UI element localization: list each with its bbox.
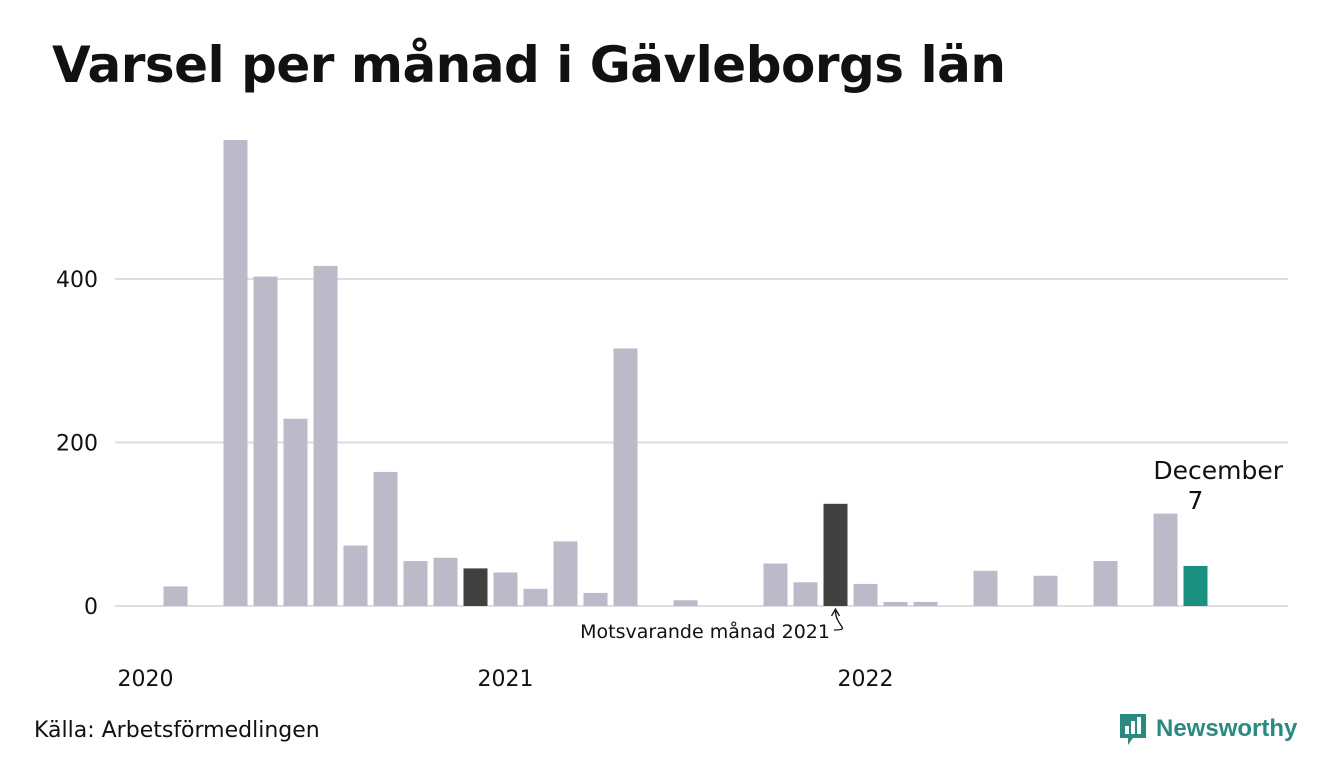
grid-lines: [115, 277, 1288, 607]
bar-2020-07: [313, 265, 338, 606]
bar-2021-10: [763, 563, 788, 606]
bars: [163, 140, 1208, 606]
bar-2020-12: [463, 568, 488, 606]
bar-2020-06: [283, 418, 308, 606]
bar-2021-01: [493, 572, 518, 606]
bar-2020-02: [163, 586, 188, 606]
y-tick-label: 0: [84, 595, 98, 620]
comparison-annotation: Motsvarande månad 2021: [580, 620, 830, 643]
bar-2022-11: [1153, 513, 1178, 606]
bar-2021-02: [523, 588, 548, 606]
bar-2021-03: [553, 541, 578, 606]
current-month-value: 7: [1188, 486, 1204, 515]
bar-2021-07: [673, 600, 698, 606]
brand-logo[interactable]: Newsworthy: [1118, 712, 1297, 746]
y-axis-ticks: 0 200 400: [56, 268, 98, 620]
current-month-label: December: [1153, 456, 1283, 485]
x-axis-year-labels: 2020 2021 2022: [118, 667, 894, 692]
bar-2021-05: [613, 348, 638, 606]
bar-2021-04: [583, 592, 608, 606]
bar-2020-09: [373, 471, 398, 606]
bar-2022-02: [883, 601, 908, 606]
bar-2022-01: [853, 583, 878, 606]
bar-2020-05: [253, 276, 278, 606]
y-tick-label: 400: [56, 268, 98, 293]
bar-2020-04: [223, 140, 248, 606]
chart-title: Varsel per månad i Gävleborgs län: [52, 36, 1006, 94]
x-tick-label-2020: 2020: [118, 667, 174, 692]
comparison-arrow: [833, 610, 844, 631]
brand-name: Newsworthy: [1156, 715, 1298, 742]
x-tick-label-2022: 2022: [838, 667, 894, 692]
bar-2022-09: [1093, 561, 1118, 606]
x-tick-label-2021: 2021: [478, 667, 534, 692]
bar-2020-10: [403, 561, 428, 606]
comparison-arrowhead: [830, 607, 841, 617]
bar-2021-11: [793, 582, 818, 606]
bar-2022-12: [1183, 565, 1208, 606]
bar-2022-07: [1033, 575, 1058, 606]
bar-2022-05: [973, 570, 998, 606]
bar-2021-12: [823, 503, 848, 606]
bar-2020-08: [343, 545, 368, 606]
bar-2020-11: [433, 557, 458, 606]
newsworthy-logo-icon: [1120, 714, 1146, 745]
bar-2022-03: [913, 601, 938, 606]
y-tick-label: 200: [56, 431, 98, 456]
source-note: Källa: Arbetsförmedlingen: [34, 718, 320, 743]
